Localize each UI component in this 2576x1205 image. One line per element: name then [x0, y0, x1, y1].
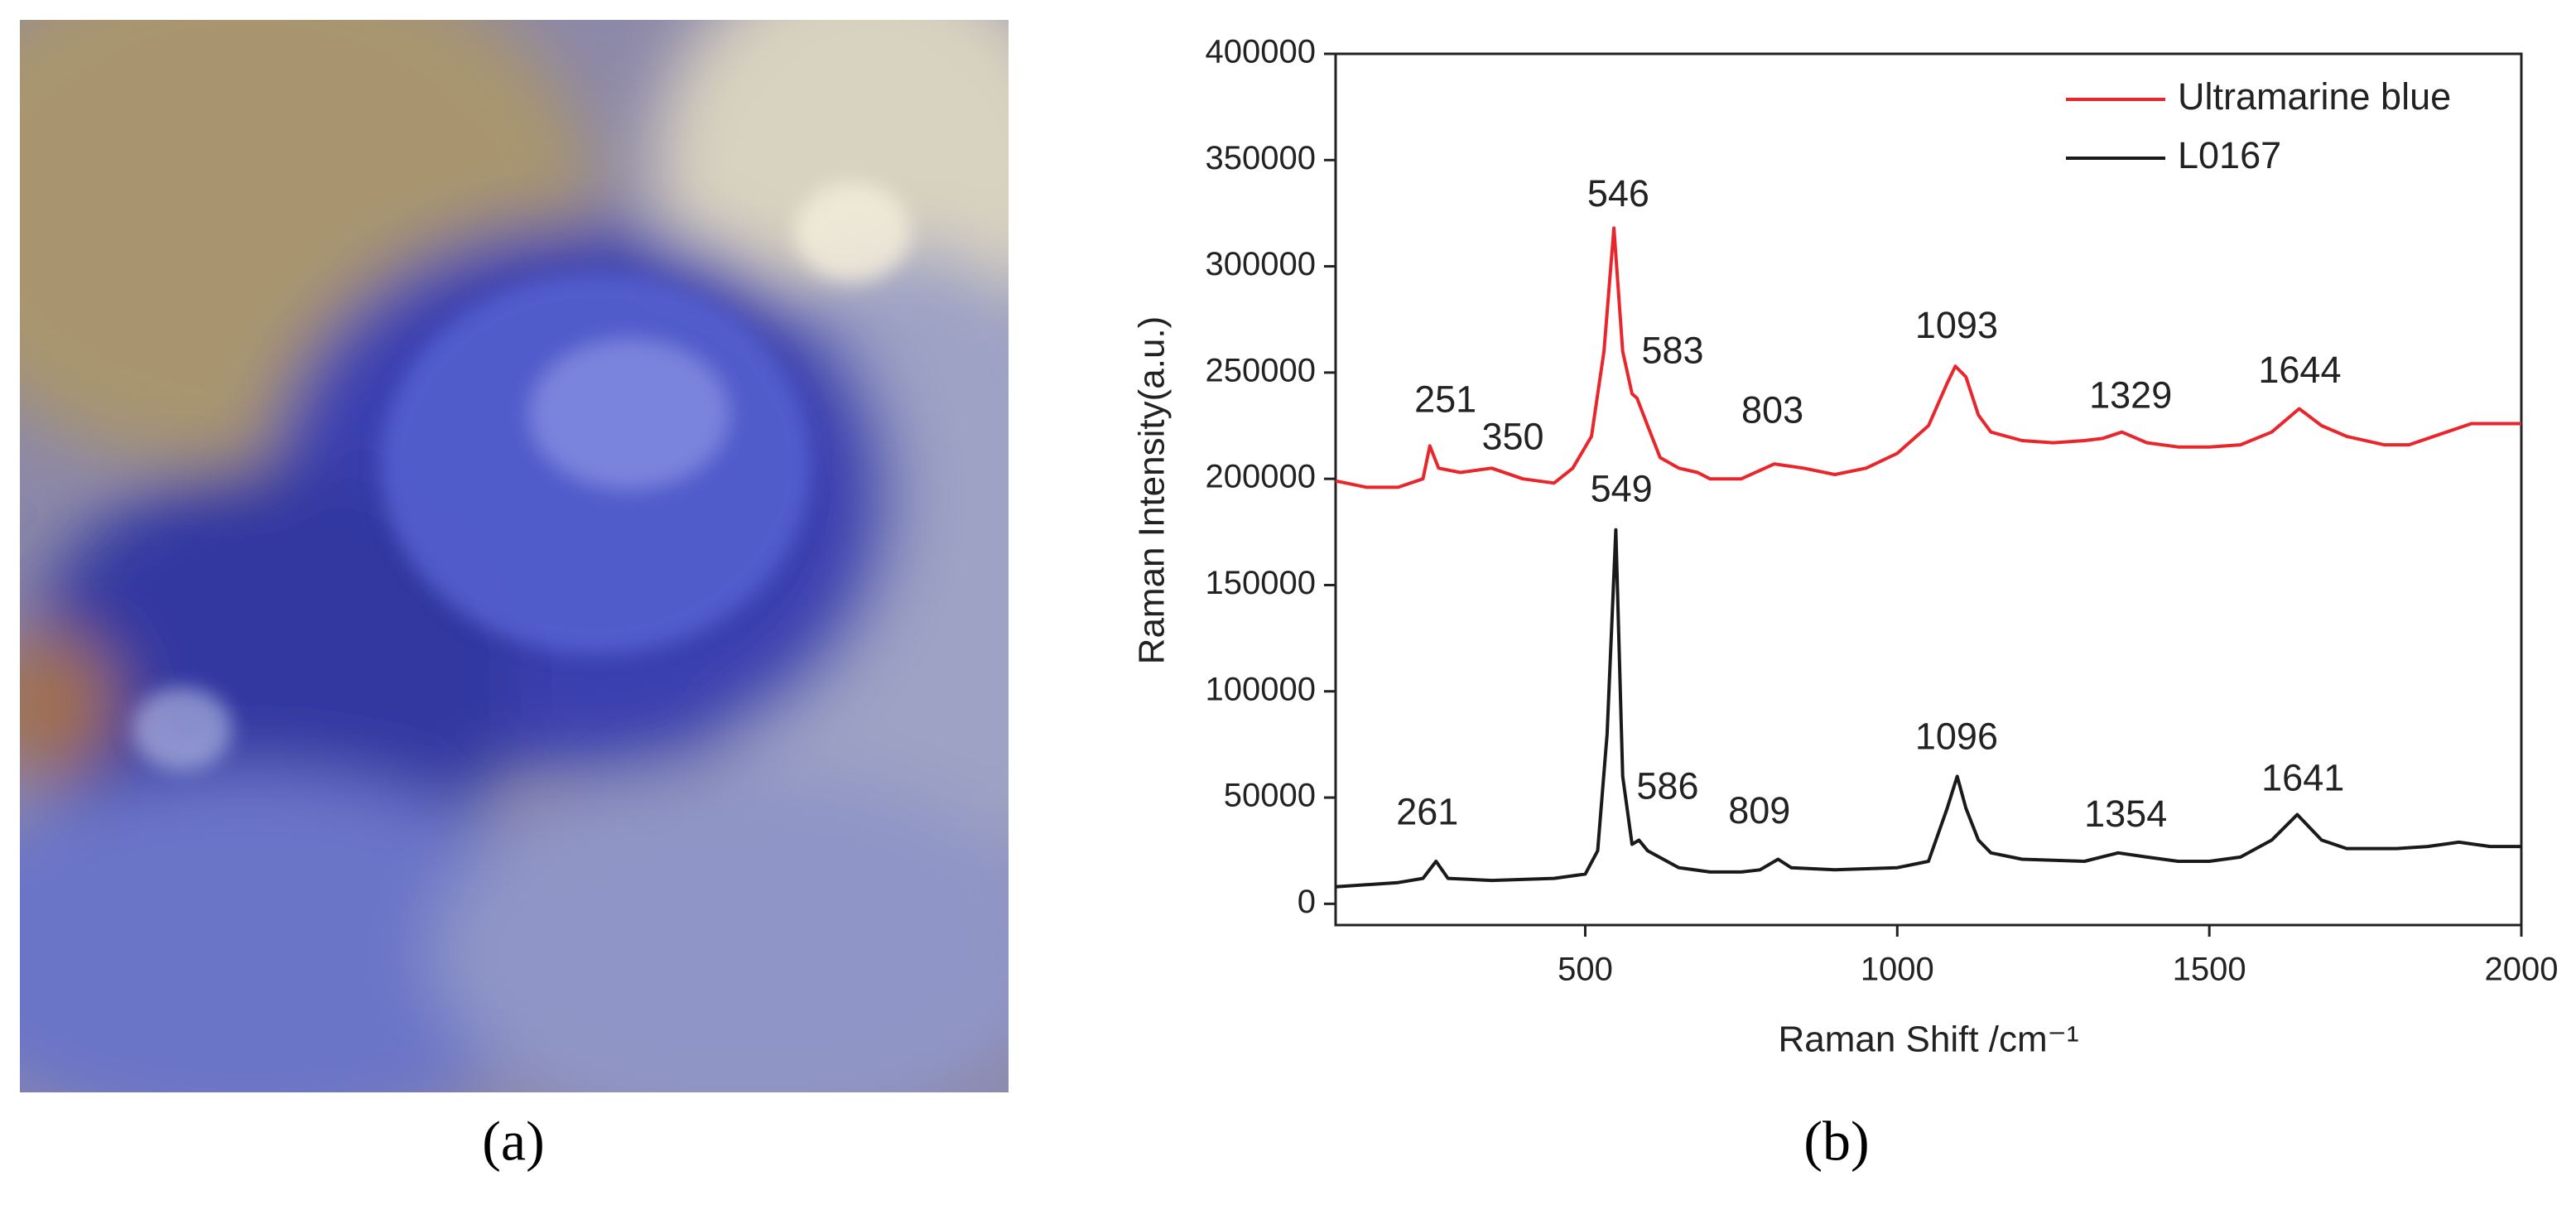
panel-label: (b): [1803, 1110, 1869, 1173]
y-tick-label: 150000: [1206, 565, 1316, 601]
peak-label: 251: [1414, 378, 1476, 421]
legend-label: Ultramarine blue: [2178, 75, 2451, 118]
x-tick-label: 1500: [2173, 952, 2246, 988]
peak-label: 261: [1396, 790, 1458, 832]
y-tick-label: 100000: [1206, 671, 1316, 707]
peak-label: 549: [1591, 467, 1653, 509]
peak-label: 809: [1728, 789, 1790, 831]
peak-label: 583: [1641, 330, 1703, 372]
series-line: [1335, 226, 2521, 489]
y-tick-label: 250000: [1206, 352, 1316, 388]
y-tick-label: 300000: [1206, 246, 1316, 282]
x-axis-title: Raman Shift /cm⁻¹: [1778, 1019, 2078, 1060]
peak-label: 350: [1481, 415, 1543, 457]
y-tick-label: 400000: [1206, 34, 1316, 70]
micrograph: [20, 20, 1009, 1092]
series-line: [1335, 528, 2521, 889]
x-tick-label: 2000: [2485, 952, 2559, 988]
y-tick-label: 50000: [1224, 778, 1316, 814]
y-tick-label: 350000: [1206, 140, 1316, 176]
x-tick-label: 500: [1558, 952, 1613, 988]
panel-label: (a): [482, 1110, 544, 1173]
peak-label: 1329: [2089, 374, 2172, 417]
peak-label: 1096: [1915, 715, 1998, 757]
peak-label: 1641: [2261, 756, 2344, 798]
y-tick-label: 0: [1298, 884, 1316, 920]
y-tick-label: 200000: [1206, 459, 1316, 495]
peak-label: 546: [1587, 172, 1649, 214]
legend-label: L0167: [2178, 134, 2281, 176]
peak-label: 1644: [2258, 349, 2341, 391]
peak-label: 1093: [1915, 304, 1998, 346]
y-axis-title: Raman Intensity(a.u.): [1132, 316, 1172, 665]
peak-label: 803: [1741, 389, 1803, 431]
plot-frame: [1334, 52, 2523, 927]
peak-label: 586: [1636, 765, 1698, 807]
peak-label: 1354: [2084, 793, 2167, 835]
x-tick-label: 1000: [1861, 952, 1934, 988]
